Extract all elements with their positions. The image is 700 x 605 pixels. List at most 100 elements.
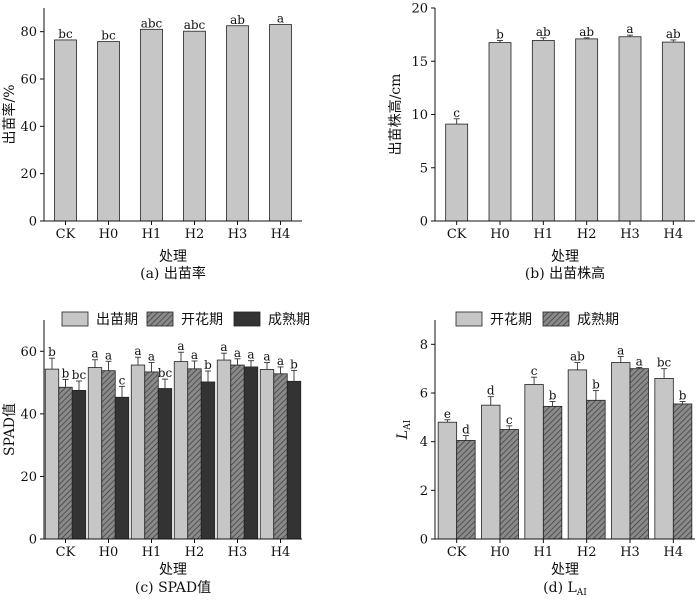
- legend-swatch-1: [455, 311, 483, 327]
- y-tick-label: 0: [29, 215, 37, 230]
- bar-H0-2: [499, 429, 519, 540]
- significance-label: c: [119, 373, 126, 387]
- bar-H1-1: [531, 40, 555, 222]
- significance-label: a: [626, 22, 633, 36]
- bar-H1-1: [524, 384, 544, 540]
- bar-H1-3: [157, 388, 173, 540]
- bar-H3-2: [629, 368, 649, 540]
- significance-label: a: [263, 350, 270, 364]
- y-tick-label: 10: [411, 108, 428, 123]
- legend-label-3: 成熟期: [268, 312, 310, 328]
- bar-H4-3: [286, 380, 302, 540]
- y-tick-label: 5: [420, 161, 428, 176]
- x-axis-label: 处理: [159, 562, 187, 578]
- panel-caption-text: (a) 出苗率: [140, 265, 206, 282]
- significance-label: a: [636, 354, 643, 368]
- y-axis-label: SPAD值: [2, 403, 18, 456]
- significance-label: ab: [579, 25, 594, 39]
- significance-label: a: [617, 344, 624, 358]
- bar-H2-1: [183, 30, 206, 222]
- bar-H0-1: [97, 41, 120, 222]
- x-tick-label: H0: [99, 545, 119, 560]
- legend-label-1: 出苗期: [96, 312, 138, 328]
- bar-H4-2: [273, 373, 288, 540]
- x-tick-label: H2: [185, 545, 205, 560]
- significance-label: a: [277, 354, 284, 368]
- bar-H3-2: [230, 364, 245, 540]
- x-tick-label: H1: [534, 227, 554, 242]
- bar-H4-1: [259, 369, 275, 540]
- x-axis-label: 处理: [159, 249, 187, 265]
- significance-label: abc: [141, 16, 163, 30]
- bar-H2-2: [586, 399, 606, 540]
- bar-H2-1: [567, 369, 588, 540]
- significance-label: bc: [72, 368, 87, 382]
- y-tick-label: 6: [420, 387, 428, 402]
- significance-label: bc: [58, 27, 73, 41]
- panel-seedling-height: c CK b H0 ab H1 ab H2 a H3 ab H4 0 5 10 15 20 出苗株高/cm 处理(b…: [387, 2, 695, 282]
- bar-CK-2: [58, 386, 73, 540]
- x-tick-label: CK: [447, 227, 467, 242]
- y-axis-label-text: 出苗率/%: [1, 84, 18, 144]
- x-tick-label: H4: [664, 545, 684, 560]
- significance-label: bc: [158, 366, 173, 380]
- significance-label: b: [62, 366, 70, 380]
- significance-label: c: [531, 364, 538, 378]
- legend-label-2: 成熟期: [577, 312, 619, 328]
- significance-label: c: [506, 413, 513, 427]
- bar-CK-3: [71, 389, 87, 540]
- panel-emergence-rate: bc CK bc H0 abc H1 abc H2 ab H3 a H4 0 20 40 60 80 出苗率/% 处…: [1, 8, 302, 282]
- significance-label: a: [177, 339, 184, 353]
- x-axis-label: 处理: [551, 249, 579, 265]
- y-tick-label: 2: [420, 484, 428, 499]
- bar-H3-3: [243, 366, 259, 540]
- panel-caption: (b) 出苗株高: [525, 265, 605, 282]
- x-tick-label: H4: [271, 545, 291, 560]
- bar-H1-2: [144, 371, 159, 540]
- bar-H2-1: [575, 38, 599, 222]
- bar-H1-1: [140, 28, 163, 222]
- significance-label: bc: [657, 356, 672, 370]
- x-tick-label: H1: [534, 545, 554, 560]
- significance-label: abc: [184, 18, 206, 32]
- significance-label: a: [105, 348, 112, 362]
- bar-H2-1: [173, 361, 189, 540]
- bar-H4-1: [269, 24, 292, 222]
- significance-label: b: [204, 358, 212, 372]
- legend-label-1: 开花期: [490, 312, 532, 328]
- significance-label: b: [496, 27, 504, 41]
- bar-H0-3: [114, 396, 130, 540]
- y-tick-label: 60: [20, 73, 37, 88]
- y-tick-label: 0: [29, 533, 37, 548]
- significance-label: a: [91, 347, 98, 361]
- legend-swatch-2: [146, 311, 174, 327]
- y-tick-label: 40: [20, 120, 37, 135]
- legend-label-2: 开花期: [181, 312, 223, 328]
- x-tick-label: H3: [228, 227, 248, 242]
- significance-label: a: [277, 12, 284, 26]
- significance-label: b: [48, 345, 56, 359]
- significance-label: a: [234, 346, 241, 360]
- x-tick-label: CK: [56, 227, 76, 242]
- y-axis-label-sub: AI: [403, 419, 413, 430]
- panel-caption: (a) 出苗率: [140, 265, 206, 282]
- y-tick-label: 80: [20, 25, 37, 40]
- y-tick-label: 0: [420, 533, 428, 548]
- bar-H4-2: [672, 403, 693, 540]
- bar-H3-1: [216, 359, 232, 540]
- panel-caption: (d) LAI: [543, 580, 587, 598]
- bar-CK-1: [44, 368, 60, 540]
- significance-label: c: [453, 106, 460, 120]
- significance-label: d: [487, 384, 495, 398]
- bar-H0-2: [101, 370, 116, 540]
- panel-caption-text: (d) L: [543, 580, 577, 596]
- y-axis-label: LAI: [395, 419, 413, 440]
- bar-CK-1: [445, 123, 469, 222]
- legend-swatch-3: [233, 311, 261, 327]
- bar-H2-3: [200, 381, 216, 540]
- panel-caption-text: (c) SPAD值: [135, 580, 211, 596]
- y-axis-label: 出苗率/%: [1, 84, 18, 144]
- x-tick-label: CK: [447, 545, 467, 560]
